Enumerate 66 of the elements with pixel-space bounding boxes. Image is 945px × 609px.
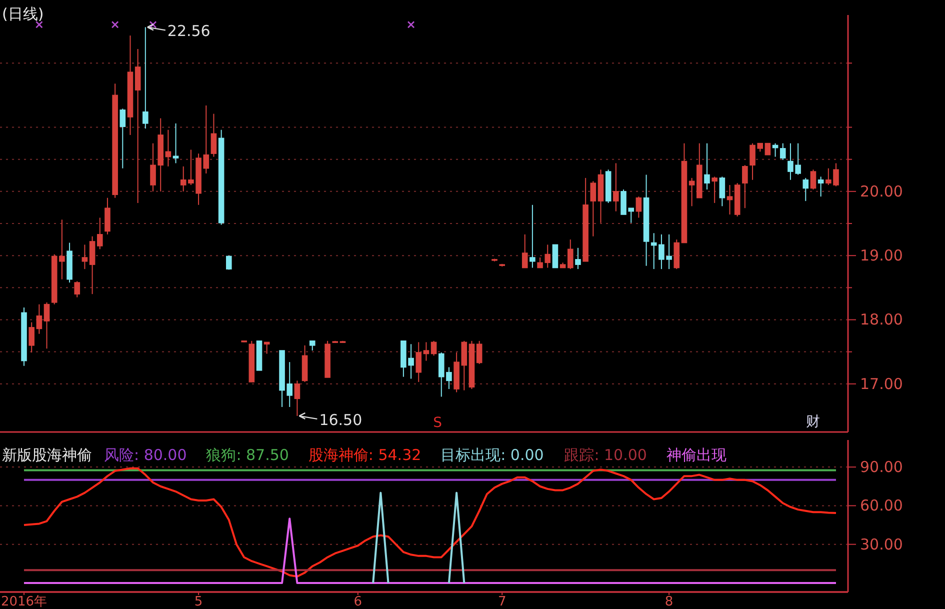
- y-tick-label: 20.00: [860, 182, 903, 200]
- candlestick: [726, 184, 733, 216]
- candlestick: [309, 340, 316, 352]
- candlestick: [36, 304, 42, 334]
- candlestick: [704, 142, 710, 190]
- candlestick: [294, 380, 300, 416]
- text: 目标出现: 0.00: [440, 446, 544, 464]
- candlestick: [226, 255, 232, 270]
- annotation: 16.50: [319, 410, 362, 429]
- candlestick: [210, 113, 217, 158]
- series-label: 狼狗: 87.50: [206, 446, 289, 464]
- candlestick: [818, 176, 824, 198]
- candlestick: [522, 234, 528, 268]
- candlestick: [476, 340, 482, 364]
- y-tick-label: 30.00: [860, 535, 903, 554]
- candlestick: [172, 122, 179, 164]
- text: 股海神偷: 54.32: [308, 446, 422, 464]
- candlestick: [89, 236, 96, 295]
- candlestick: [567, 239, 574, 270]
- annotation: 22.56: [167, 22, 210, 40]
- candlestick: [719, 176, 726, 207]
- x-tick-label: 8: [664, 594, 674, 609]
- candlestick: [423, 342, 430, 362]
- candlestick: [165, 129, 172, 167]
- candlestick: [142, 26, 148, 130]
- y-tick-label: 18.00: [860, 310, 903, 329]
- x-tick-label: 5: [194, 594, 203, 609]
- candlestick: [430, 340, 437, 356]
- candlestick: [613, 162, 619, 212]
- candlestick: [712, 176, 718, 204]
- x-tick-label: 7: [498, 594, 506, 609]
- x-tick-label: 6: [354, 594, 362, 609]
- candlestick: [688, 177, 695, 207]
- text: 跟踪: 10.00: [564, 446, 647, 464]
- candlestick: [575, 247, 581, 270]
- candlestick: [28, 322, 34, 353]
- y-tick-label: 17.00: [860, 374, 903, 393]
- text: 神偷出现: [666, 446, 726, 464]
- candlestick: [264, 342, 270, 354]
- candlestick: [636, 196, 642, 218]
- text: 新版股海神偷: [2, 446, 92, 464]
- annotation: 财: [806, 414, 820, 430]
- series-label: 风险: 80.00: [104, 446, 187, 464]
- line-series: [23, 467, 837, 578]
- candlestick: [802, 177, 809, 202]
- candlestick: [134, 48, 141, 204]
- candlestick: [530, 204, 536, 268]
- candlestick: [810, 169, 816, 190]
- y-tick-label: 90.00: [860, 458, 903, 476]
- annotation: S: [433, 415, 442, 431]
- y-tick-label: 19.00: [860, 246, 903, 265]
- candlestick: [590, 180, 596, 237]
- candlestick: [742, 164, 748, 209]
- candlestick: [780, 142, 786, 160]
- x-tick-label: 2016年: [0, 594, 48, 609]
- candlestick: [764, 142, 771, 156]
- candlestick: [74, 280, 80, 298]
- candlestick: [416, 342, 422, 382]
- candlestick: [552, 244, 558, 268]
- y-tick-label: 60.00: [860, 496, 903, 515]
- candlestick: [120, 108, 126, 169]
- candlestick: [104, 197, 110, 235]
- candlestick: [96, 217, 103, 250]
- chart-title: (日线): [2, 5, 44, 23]
- candlestick: [44, 302, 50, 350]
- candlestick: [82, 244, 88, 270]
